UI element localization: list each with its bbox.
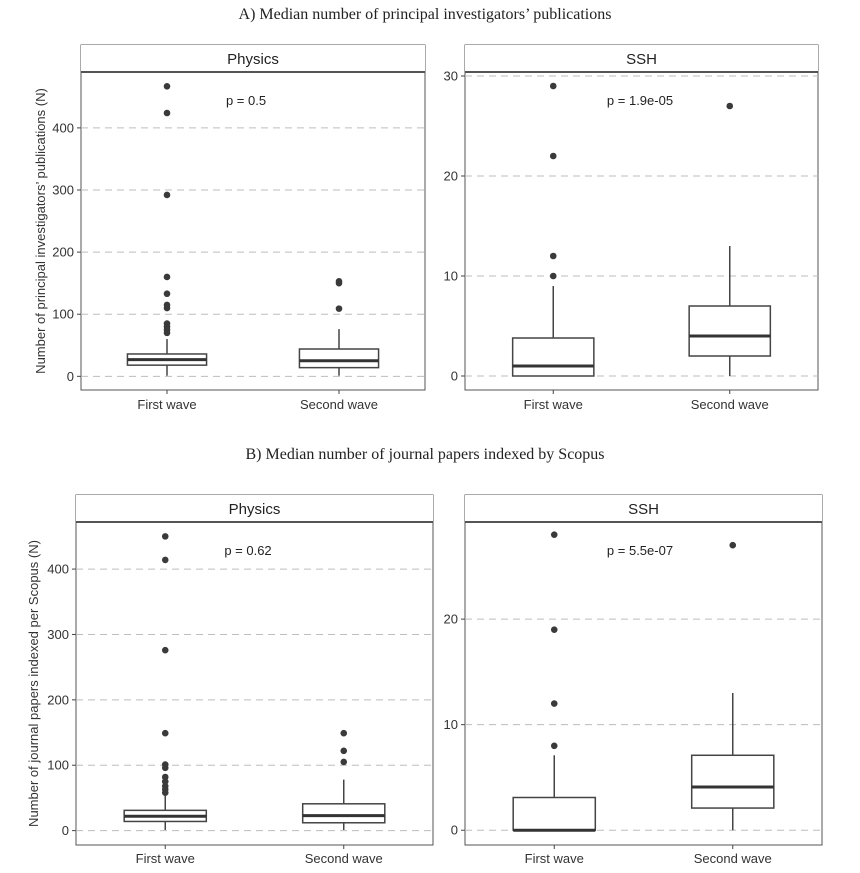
panel-frame: [80, 44, 426, 391]
outlier-point: [161, 556, 169, 564]
outlier-point: [550, 742, 558, 750]
y-tick-label: 400: [47, 562, 69, 577]
p-value-annotation: p = 0.62: [224, 543, 271, 558]
outlier-point: [161, 646, 169, 654]
outlier-point: [549, 152, 557, 160]
box-iqr: [690, 754, 775, 809]
y-tick-label: 20: [444, 169, 458, 184]
panel-b-physics: 0 100 200 300 400 Physics First wave Second wav…: [26, 494, 434, 866]
outlier-point: [550, 531, 558, 538]
x-tick-label: First wave: [136, 851, 195, 866]
outlier-point: [726, 102, 734, 110]
outlier-point: [549, 252, 557, 260]
outlier-point: [161, 729, 169, 737]
y-tick-label: 0: [451, 369, 458, 384]
outlier-point: [163, 109, 171, 117]
x-tick-label: Second wave: [691, 397, 769, 412]
facet-strip: [465, 45, 818, 72]
x-tick-label: First wave: [524, 397, 583, 412]
panel-a-physics: 0 100 200 300 400 Physics First wave Second wav…: [33, 44, 426, 412]
outlier-point: [161, 773, 169, 781]
outlier-point: [549, 82, 557, 90]
outlier-point: [729, 541, 737, 549]
y-tick-label: 0: [451, 823, 458, 838]
x-tick-label: First wave: [525, 851, 584, 866]
facet-strip: [76, 495, 433, 522]
facet-title: Physics: [227, 51, 279, 68]
x-tick-label: Second wave: [305, 851, 383, 866]
y-axis-title: Number of journal papers indexed per Sco…: [26, 540, 41, 827]
y-tick-label: 10: [444, 717, 458, 732]
outlier-point: [161, 778, 169, 785]
outlier-point: [161, 789, 169, 796]
outlier-point: [340, 758, 348, 766]
facet-title: SSH: [628, 501, 659, 518]
y-tick-label: 200: [52, 245, 74, 260]
y-tick-label: 30: [444, 69, 458, 84]
facet-strip: [465, 495, 822, 522]
outlier-point: [163, 290, 171, 298]
box-iqr: [688, 305, 772, 357]
outlier-point: [161, 764, 169, 772]
section-b-title: B) Median number of journal papers index…: [245, 446, 604, 463]
y-tick-label: 20: [444, 612, 458, 627]
x-tick-label: First wave: [137, 397, 196, 412]
facet-title: Physics: [229, 501, 281, 518]
box-iqr: [298, 348, 380, 369]
outlier-point: [163, 82, 171, 90]
y-tick-label: 0: [67, 369, 74, 384]
y-tick-label: 300: [52, 183, 74, 198]
outlier-point: [340, 747, 348, 755]
box-iqr: [301, 803, 386, 824]
outlier-point: [550, 626, 558, 633]
y-axis-title: Number of principal investigators’ publi…: [33, 88, 48, 374]
outlier-point: [163, 304, 171, 312]
y-tick-label: 300: [47, 627, 69, 642]
y-tick-label: 100: [47, 758, 69, 773]
facet-title: SSH: [626, 51, 657, 68]
x-tick-label: Second wave: [300, 397, 378, 412]
outlier-point: [549, 272, 557, 280]
section-a-title: A) Median number of principal investigat…: [239, 6, 612, 23]
y-tick-label: 0: [62, 823, 69, 838]
x-tick-label: Second wave: [694, 851, 772, 866]
panel-a-ssh: 0 10 20 30 SSH First wave Second wave p = 1.9e-…: [444, 44, 819, 412]
p-value-annotation: p = 1.9e-05: [607, 93, 673, 108]
outlier-point: [163, 191, 171, 199]
y-tick-label: 100: [52, 307, 74, 322]
facet-strip: [81, 45, 425, 72]
p-value-annotation: p = 5.5e-07: [607, 543, 673, 558]
outlier-point: [340, 729, 348, 737]
outlier-point: [550, 700, 558, 707]
box-iqr: [512, 796, 597, 831]
outlier-point: [335, 305, 343, 312]
outlier-point: [335, 279, 343, 287]
box-iqr: [511, 337, 595, 377]
panel-frame: [75, 494, 434, 846]
y-tick-label: 10: [444, 269, 458, 284]
p-value-annotation: p = 0.5: [226, 93, 266, 108]
outlier-point: [163, 273, 171, 281]
y-tick-label: 200: [47, 692, 69, 707]
outlier-point: [161, 533, 169, 540]
outlier-point: [163, 329, 171, 337]
panel-b-ssh: 0 10 20 SSH First wave Second wave p = 5.5e-07: [444, 494, 823, 866]
y-tick-label: 400: [52, 120, 74, 135]
